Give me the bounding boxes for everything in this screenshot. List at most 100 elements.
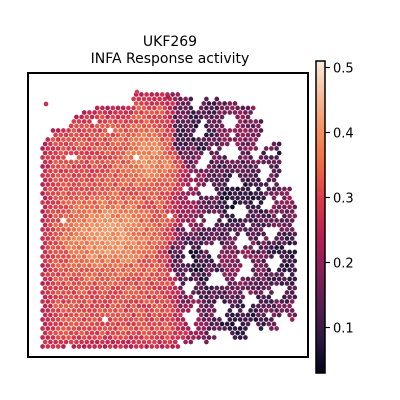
tissue-spot bbox=[282, 267, 287, 273]
tissue-spot bbox=[240, 186, 246, 192]
tissue-spot bbox=[128, 128, 134, 133]
tissue-spot bbox=[170, 110, 175, 115]
tissue-spot bbox=[245, 285, 251, 291]
tissue-spot bbox=[204, 168, 209, 174]
tissue-spot bbox=[154, 290, 160, 295]
tissue-spot bbox=[120, 150, 126, 156]
tissue-spot bbox=[61, 182, 66, 187]
tissue-spot bbox=[185, 200, 191, 205]
tissue-spot bbox=[248, 200, 253, 205]
tissue-spot bbox=[74, 123, 79, 129]
tissue-spot bbox=[183, 204, 188, 210]
tissue-spot bbox=[253, 137, 259, 142]
tissue-spot bbox=[110, 258, 116, 264]
tissue-spot bbox=[224, 105, 230, 111]
tissue-spot bbox=[149, 254, 155, 259]
tissue-spot bbox=[284, 209, 290, 214]
tissue-spot bbox=[167, 267, 173, 273]
tissue-spot bbox=[149, 236, 155, 241]
tissue-spot bbox=[92, 263, 97, 268]
tissue-spot bbox=[66, 272, 71, 277]
tissue-spot bbox=[185, 146, 191, 151]
tissue-spot bbox=[180, 173, 186, 178]
tissue-spot bbox=[79, 114, 84, 120]
tissue-spot bbox=[162, 303, 168, 309]
tissue-spot bbox=[61, 191, 66, 196]
tissue-spot bbox=[115, 177, 121, 183]
tissue-spot bbox=[55, 137, 61, 142]
tissue-spot bbox=[170, 119, 175, 124]
tissue-spot bbox=[105, 294, 110, 300]
tissue-spot bbox=[81, 182, 87, 187]
tissue-spot bbox=[224, 168, 230, 174]
tissue-spot bbox=[183, 231, 188, 237]
tissue-spot bbox=[136, 204, 142, 210]
tissue-spot bbox=[131, 96, 136, 102]
tissue-spot bbox=[256, 303, 261, 309]
tissue-spot bbox=[120, 303, 126, 309]
tissue-spot bbox=[81, 254, 87, 259]
tissue-spot bbox=[201, 146, 207, 151]
tissue-spot bbox=[188, 186, 194, 192]
tissue-spot bbox=[94, 249, 100, 255]
tissue-spot bbox=[81, 164, 87, 169]
tissue-spot bbox=[71, 272, 77, 277]
tissue-spot bbox=[209, 240, 214, 246]
tissue-spot bbox=[61, 245, 66, 250]
tissue-spot bbox=[139, 227, 144, 232]
tissue-spot bbox=[196, 236, 201, 241]
tissue-spot bbox=[84, 168, 90, 174]
tissue-spot bbox=[58, 258, 64, 264]
tissue-spot bbox=[94, 267, 100, 273]
tissue-spot bbox=[100, 222, 105, 228]
tissue-spot bbox=[53, 312, 58, 318]
tissue-spot bbox=[144, 164, 149, 169]
tissue-spot bbox=[100, 186, 105, 192]
tissue-spot bbox=[198, 141, 204, 147]
tissue-spot bbox=[115, 285, 121, 291]
tissue-spot bbox=[141, 258, 147, 264]
tissue-spot bbox=[159, 272, 165, 277]
tissue-spot bbox=[269, 164, 274, 169]
tissue-spot bbox=[214, 150, 220, 156]
tissue-spot bbox=[128, 191, 134, 196]
tissue-spot bbox=[84, 195, 90, 201]
tissue-spot bbox=[105, 168, 110, 174]
tissue-spot bbox=[139, 236, 144, 241]
tissue-spot bbox=[94, 240, 100, 246]
tissue-spot bbox=[123, 146, 129, 151]
tissue-spot bbox=[279, 209, 285, 214]
tissue-spot bbox=[159, 200, 165, 205]
tissue-spot bbox=[167, 339, 173, 345]
tissue-spot bbox=[45, 209, 51, 214]
tissue-spot bbox=[263, 281, 269, 286]
tissue-spot bbox=[79, 321, 84, 327]
tissue-spot bbox=[40, 299, 45, 304]
tissue-spot bbox=[115, 330, 121, 336]
tissue-spot bbox=[66, 164, 71, 169]
tissue-spot bbox=[76, 308, 82, 313]
tissue-spot bbox=[256, 294, 261, 300]
tissue-spot bbox=[157, 114, 162, 120]
tissue-spot bbox=[61, 335, 66, 340]
tissue-spot bbox=[126, 294, 131, 300]
tissue-spot bbox=[128, 290, 134, 295]
tissue-spot bbox=[136, 150, 142, 156]
tissue-spot bbox=[110, 222, 116, 228]
tissue-spot bbox=[222, 254, 227, 259]
tissue-spot bbox=[58, 267, 64, 273]
tissue-spot bbox=[74, 330, 79, 336]
tissue-spot bbox=[63, 267, 69, 273]
tissue-spot bbox=[79, 159, 84, 165]
tissue-spot bbox=[68, 150, 74, 156]
tissue-spot bbox=[191, 164, 196, 169]
tissue-spot bbox=[172, 204, 178, 210]
tissue-spot bbox=[162, 186, 168, 192]
tissue-spot bbox=[133, 200, 139, 205]
tissue-spot bbox=[139, 101, 144, 106]
tissue-spot bbox=[219, 141, 225, 147]
tissue-spot bbox=[94, 231, 100, 237]
tissue-spot bbox=[105, 285, 110, 291]
tissue-spot bbox=[42, 249, 48, 255]
tissue-spot bbox=[245, 204, 251, 210]
